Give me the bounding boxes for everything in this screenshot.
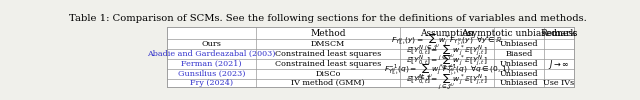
Text: Abadie and Gardeazabal (2003): Abadie and Gardeazabal (2003) <box>147 50 276 58</box>
Text: IV method (GMM): IV method (GMM) <box>291 79 365 87</box>
Text: Biased: Biased <box>506 50 532 58</box>
Text: Table 1: Comparison of SCMs. See the following sections for the definitions of v: Table 1: Comparison of SCMs. See the fol… <box>69 14 587 23</box>
Text: Ours: Ours <box>202 40 221 48</box>
Text: $F_{Y_{0,t}^N}^{-1}(q) = \sum_{j \in \mathcal{J}^U} w_j^* F_{Y_{j,t}^N}^{-1}(q) : $F_{Y_{0,t}^N}^{-1}(q) = \sum_{j \in \ma… <box>384 63 510 84</box>
Text: $F_{Y_{0,t}^N}(y) = \sum_{j \in \mathcal{J}^U} w_j^* F_{Y_{j,t}^N}(y) \;\; \fora: $F_{Y_{0,t}^N}(y) = \sum_{j \in \mathcal… <box>392 34 502 54</box>
Text: Asymptotic unbiasedness: Asymptotic unbiasedness <box>461 29 577 38</box>
Text: Use IVs: Use IVs <box>543 79 574 87</box>
Text: Unbiased: Unbiased <box>500 40 538 48</box>
Text: Assumption: Assumption <box>420 29 474 38</box>
Text: Constrained least squares: Constrained least squares <box>275 60 381 68</box>
Text: $J \to \infty$: $J \to \infty$ <box>548 58 569 71</box>
Text: $\mathbb{E}[Y_{0,t}^N] = \sum_{j \in \mathcal{J}^U} w_j^* \mathbb{E}[Y_{j,t}^N]$: $\mathbb{E}[Y_{0,t}^N] = \sum_{j \in \ma… <box>406 73 488 93</box>
Text: Unbiased: Unbiased <box>500 60 538 68</box>
Text: Fry (2024): Fry (2024) <box>190 79 233 87</box>
Text: Method: Method <box>310 29 346 38</box>
Text: DiSCo: DiSCo <box>316 70 340 78</box>
Text: Remark: Remark <box>541 29 577 38</box>
Text: Constrained least squares: Constrained least squares <box>275 50 381 58</box>
Text: Unbiased: Unbiased <box>500 79 538 87</box>
FancyBboxPatch shape <box>167 27 573 88</box>
Text: $\mathbb{E}[Y_{0,t}^N] = \sum_{j \in \mathcal{J}^U} w_j^* \mathbb{E}[Y_{j,t}^N]$: $\mathbb{E}[Y_{0,t}^N] = \sum_{j \in \ma… <box>406 54 488 74</box>
Text: DMSCM: DMSCM <box>311 40 345 48</box>
Text: Gunsilius (2023): Gunsilius (2023) <box>178 70 245 78</box>
Text: $\mathbb{E}[Y_{0,t}^N] = \sum_{j \in \mathcal{J}^U} w_j^* \mathbb{E}[Y_{j,t}^N]$: $\mathbb{E}[Y_{0,t}^N] = \sum_{j \in \ma… <box>406 44 488 64</box>
Text: Unbiased: Unbiased <box>500 70 538 78</box>
Text: Ferman (2021): Ferman (2021) <box>181 60 242 68</box>
